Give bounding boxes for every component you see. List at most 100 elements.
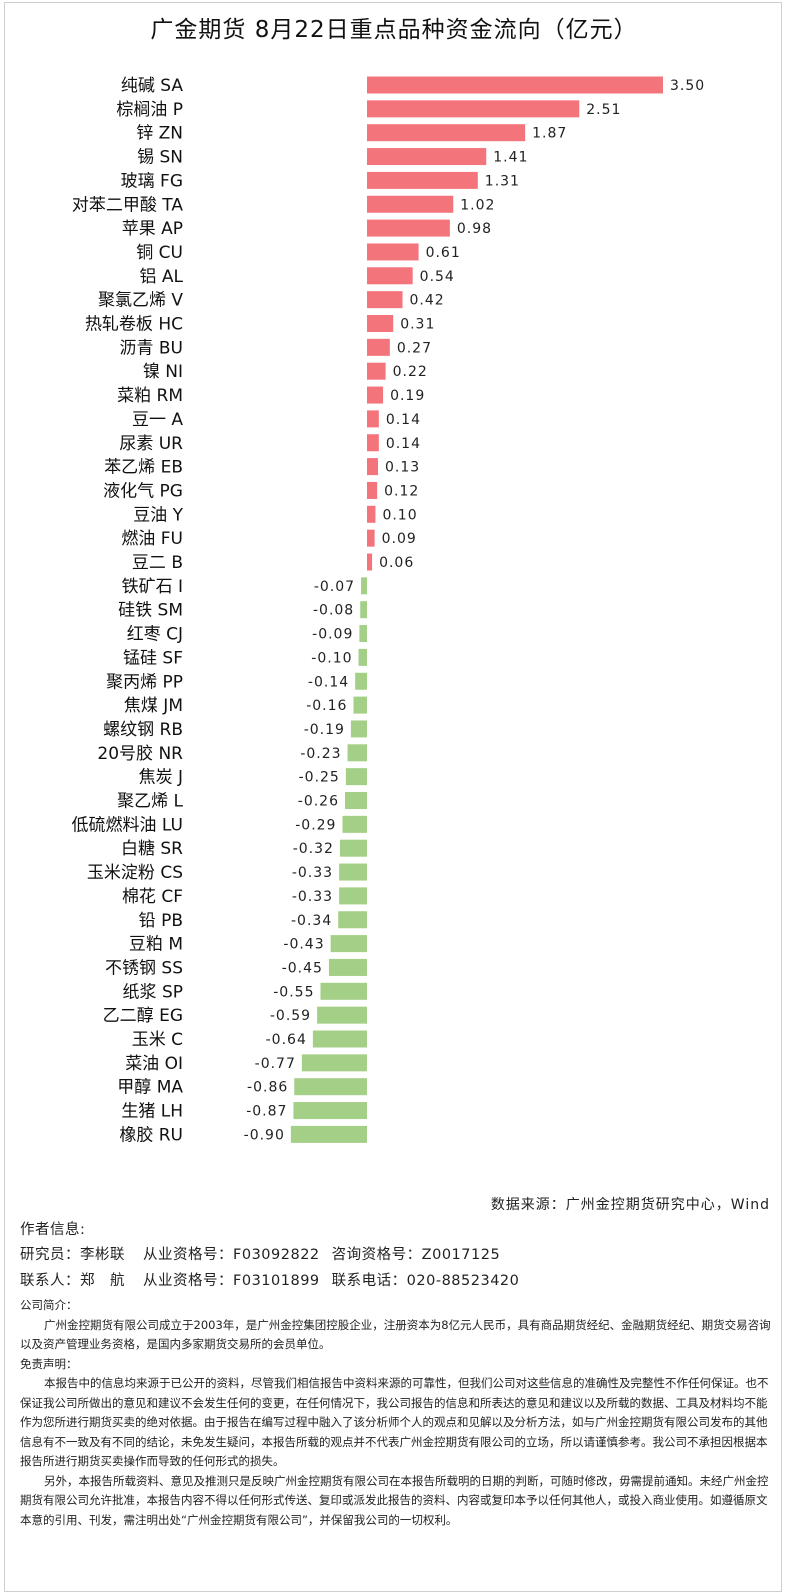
value-label: -0.87	[246, 1104, 287, 1120]
bar	[312, 1030, 367, 1048]
researcher-line: 研究员：李彬联 从业资格号：F03092822 咨询资格号：Z0017125	[20, 1242, 780, 1268]
value-label: 0.42	[410, 293, 445, 309]
contact-name: 联系人：郑 航	[20, 1273, 125, 1289]
value-label: -0.10	[311, 650, 352, 666]
category-label: 橡胶 RU	[119, 1125, 183, 1145]
bar	[339, 863, 367, 881]
bar	[338, 911, 367, 929]
bar	[353, 696, 367, 714]
bar	[317, 1006, 367, 1024]
author-info: 作者信息: 研究员：李彬联 从业资格号：F03092822 咨询资格号：Z00171…	[20, 1218, 780, 1294]
bar	[339, 839, 367, 857]
value-label: -0.25	[299, 770, 340, 786]
value-label: 0.31	[400, 317, 435, 333]
researcher-cert: 从业资格号：F03092822	[143, 1247, 320, 1263]
category-label: 对苯二甲酸 TA	[72, 195, 183, 215]
value-label: -0.45	[282, 960, 323, 976]
category-label: 白糖 SR	[121, 839, 183, 859]
contact-line: 联系人：郑 航 从业资格号：F03101899 联系电话：020-88523420	[20, 1268, 780, 1294]
category-label: 锡 SN	[137, 148, 183, 168]
value-label: -0.64	[266, 1032, 307, 1048]
bar	[367, 76, 663, 94]
value-label: 0.27	[397, 340, 432, 356]
notes: 公司简介： 广州金控期货有限公司成立于2003年，是广州金控集团控股企业，注册资…	[20, 1296, 776, 1530]
value-label: 1.02	[460, 197, 495, 213]
value-label: -0.34	[291, 913, 332, 929]
category-label: 铁矿石 I	[122, 577, 183, 597]
value-label: -0.77	[255, 1056, 296, 1072]
researcher-consult: 咨询资格号：Z0017125	[331, 1247, 501, 1263]
value-label: -0.55	[273, 984, 314, 1000]
value-label: -0.86	[247, 1080, 288, 1096]
bar	[367, 100, 580, 118]
category-label: 焦煤 JM	[124, 696, 183, 716]
chart-title: 广金期货 8月22日重点品种资金流向（亿元）	[150, 17, 638, 43]
value-label: 0.19	[390, 388, 425, 404]
value-label: 1.41	[493, 150, 528, 166]
bar	[320, 982, 367, 1000]
value-label: -0.32	[293, 841, 334, 857]
bar	[367, 458, 378, 476]
bar	[347, 744, 367, 762]
bar	[367, 338, 390, 356]
value-label: -0.19	[304, 722, 345, 738]
bar	[367, 148, 487, 166]
bar	[290, 1125, 367, 1143]
value-label: -0.33	[292, 865, 333, 881]
category-label: 20号胶 NR	[97, 744, 183, 764]
bar	[293, 1102, 367, 1120]
value-label: -0.90	[244, 1127, 285, 1143]
bar	[367, 386, 384, 404]
value-label: 0.09	[382, 531, 417, 547]
bar	[345, 768, 367, 786]
value-label: 0.61	[426, 245, 461, 261]
bar	[358, 648, 367, 666]
category-label: 豆一 A	[132, 410, 183, 430]
value-label: -0.14	[308, 674, 349, 690]
category-label: 螺纹钢 RB	[103, 720, 183, 740]
category-label: 铜 CU	[136, 243, 183, 263]
category-label: 聚氯乙烯 V	[98, 291, 183, 311]
category-label: 聚乙烯 L	[117, 792, 183, 812]
bar	[367, 171, 478, 189]
category-label: 苹果 AP	[122, 219, 183, 239]
category-label: 热轧卷板 HC	[85, 315, 183, 335]
bar	[361, 577, 367, 595]
bar	[339, 887, 367, 905]
value-label: 0.06	[379, 555, 414, 571]
bar	[367, 362, 386, 380]
value-label: 0.13	[385, 460, 420, 476]
data-source: 数据来源：广州金控期货研究中心，Wind	[490, 1197, 770, 1213]
value-label: 2.51	[586, 102, 621, 118]
category-label: 豆粕 M	[129, 935, 183, 955]
bar	[367, 481, 378, 499]
category-label: 玉米 C	[132, 1030, 183, 1050]
author-header: 作者信息:	[20, 1222, 86, 1238]
value-label: 0.54	[420, 269, 455, 285]
bar	[345, 792, 367, 809]
value-label: 0.22	[393, 364, 428, 380]
value-label: -0.43	[283, 937, 324, 953]
researcher-name: 研究员：李彬联	[20, 1247, 125, 1263]
value-label: 1.31	[485, 173, 520, 189]
category-label: 聚丙烯 PP	[106, 672, 183, 692]
value-label: 3.50	[670, 78, 705, 94]
chart-frame	[4, 2, 782, 1592]
value-label: -0.08	[313, 603, 354, 619]
bar	[301, 1054, 367, 1072]
category-label: 乙二醇 EG	[103, 1006, 183, 1026]
bar	[367, 434, 379, 452]
category-label: 液化气 PG	[103, 481, 183, 501]
category-label: 豆油 Y	[133, 505, 183, 525]
bar	[367, 124, 526, 142]
category-label: 棕榈油 P	[116, 100, 183, 120]
category-label: 锰硅 SF	[123, 648, 183, 668]
company-text: 广州金控期货有限公司成立于2003年，是广州金控集团控股企业，注册资本为8亿元人…	[20, 1317, 771, 1352]
value-label: 0.14	[386, 436, 421, 452]
value-label: -0.26	[298, 794, 339, 810]
bar	[330, 935, 367, 953]
value-label: 0.10	[382, 507, 417, 523]
bar	[328, 958, 367, 976]
category-label: 铝 AL	[139, 267, 183, 287]
value-label: 0.12	[384, 483, 419, 499]
